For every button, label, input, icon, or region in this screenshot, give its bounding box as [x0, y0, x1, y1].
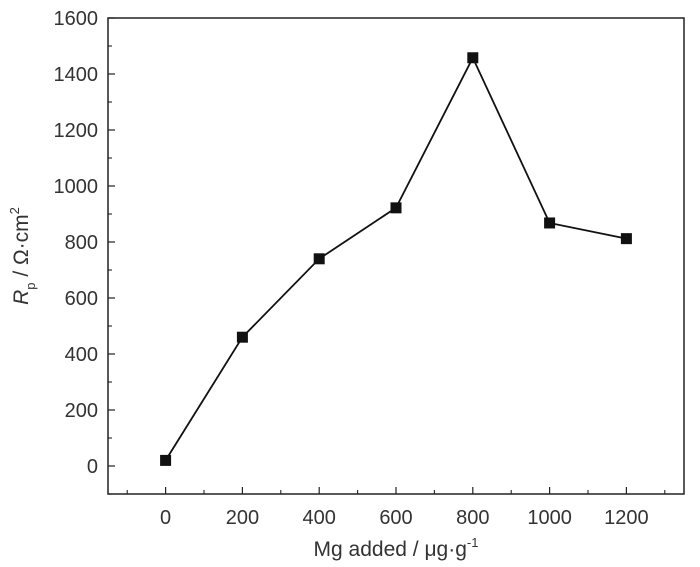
data-point: [390, 202, 402, 214]
series-group: [160, 52, 632, 466]
y-axis-label-sup: 2: [7, 207, 22, 214]
y-tick-label: 200: [65, 400, 98, 422]
series-line: [164, 55, 627, 461]
data-point: [544, 217, 556, 229]
x-tick-label: 200: [226, 507, 259, 529]
x-axis-label-main: Mg added / μg·g: [314, 538, 467, 561]
y-axis-label-sub: p: [23, 283, 38, 290]
plot-area: 0 200 400 600 800 1000 1200 0 200 400 600 800 1000 1…: [54, 8, 685, 529]
y-tick-label: 800: [65, 232, 98, 254]
y-tick-label: 1600: [54, 8, 99, 30]
y-tick-label: 1000: [54, 176, 99, 198]
plot-frame: [107, 17, 685, 495]
y-tick-label: 1200: [54, 120, 99, 142]
y-tick-label: 0: [87, 456, 98, 478]
x-tick-label: 600: [379, 507, 412, 529]
data-point: [236, 331, 248, 343]
x-tick-label: 800: [456, 507, 489, 529]
y-axis-label-unit: / Ω·cm: [10, 214, 33, 282]
y-tick-label: 400: [65, 344, 98, 366]
x-axis: 0 200 400 600 800 1000 1200: [126, 487, 666, 529]
y-axis-label: Rp / Ω·cm2: [7, 207, 38, 305]
y-axis: 0 200 400 600 800 1000 1200 1400 1600: [54, 8, 115, 495]
x-tick-label: 1200: [604, 507, 649, 529]
x-axis-label-sup: -1: [467, 535, 479, 550]
data-point: [313, 253, 325, 265]
x-tick-label: 1000: [527, 507, 572, 529]
x-tick-label: 0: [160, 507, 171, 529]
y-tick-label: 1400: [54, 64, 99, 86]
data-point: [467, 52, 479, 64]
y-axis-label-symbol: R: [10, 290, 33, 305]
y-tick-label: 600: [65, 288, 98, 310]
x-tick-label: 400: [303, 507, 336, 529]
x-axis-label: Mg added / μg·g-1: [314, 535, 479, 561]
data-point: [160, 454, 172, 466]
data-point: [620, 233, 632, 245]
